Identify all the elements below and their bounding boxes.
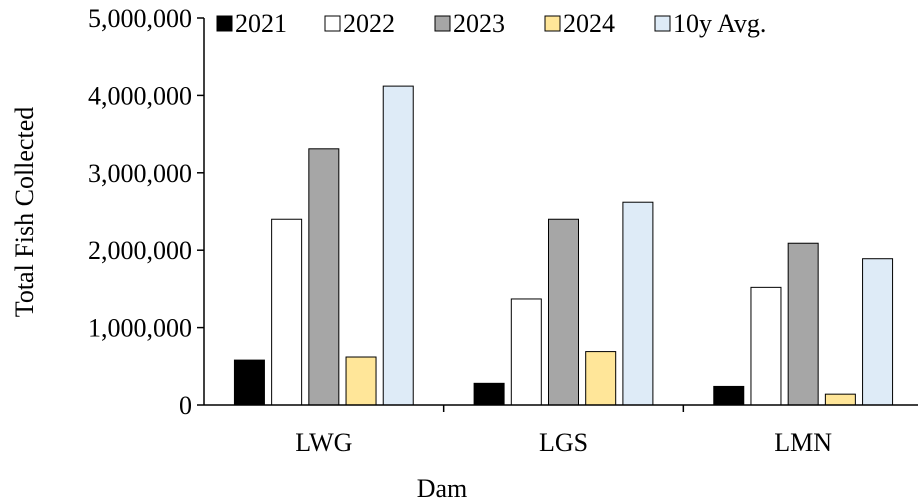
y-tick-label: 1,000,000 [88,314,192,343]
x-axis-title: Dam [417,474,468,502]
x-tick-label: LMN [774,428,832,457]
bar-lmn-2024 [824,393,856,406]
y-axis-title: Total Fish Collected [10,107,39,318]
bar-lwg-2024 [345,356,377,406]
x-tick-label: LWG [295,428,352,457]
legend-label: 10y Avg. [673,9,766,38]
bar-lwg-10y-avg [382,85,414,406]
legend-label: 2023 [453,9,505,38]
bar-lgs-2022 [510,298,542,406]
y-tick-label: 3,000,000 [88,159,192,188]
bar-lmn-2021 [713,385,745,406]
bars [233,85,894,406]
y-tick-label: 5,000,000 [88,4,192,33]
x-tick-label: LGS [539,428,588,457]
bar-lgs-2023 [548,218,579,406]
bar-lgs-2021 [473,382,505,406]
y-tick-label: 2,000,000 [88,236,192,265]
legend-swatch [654,15,671,32]
legend-swatch [324,15,341,32]
bar-lwg-2023 [308,148,340,406]
legend-label: 2024 [563,9,615,38]
bar-lwg-2021 [233,359,265,406]
legend-swatch [216,15,233,32]
legend: 2021 2022 2023 2024 10y Avg. [216,9,766,38]
y-tick-label: 4,000,000 [88,81,192,110]
axes [203,18,918,406]
bar-lgs-10y-avg [622,201,654,406]
legend-swatch [434,15,451,32]
legend-label: 2021 [235,9,287,38]
y-tick-label: 0 [179,391,192,420]
bar-lmn-2023 [787,242,819,406]
bar-lmn-10y-avg [862,258,894,406]
y-axis-ticks: 0 1,000,000 2,000,000 3,000,000 4,000,000 5,0… [88,4,204,420]
bar-lgs-2024 [585,351,617,406]
bar-lmn-2022 [750,286,782,406]
legend-label: 2022 [343,9,395,38]
x-axis-categories: LWG LGS LMN [295,405,832,457]
legend-swatch [544,15,561,32]
bar-lwg-2022 [271,218,303,406]
